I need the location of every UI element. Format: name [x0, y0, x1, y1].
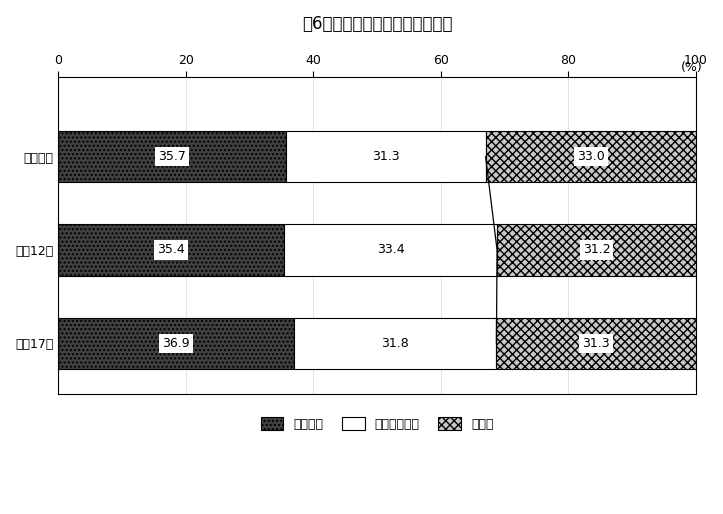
Bar [497, 224, 696, 276]
Title: 嘳6　中間需要と最終需要の構成: 嘳6 中間需要と最終需要の構成 [302, 15, 453, 33]
Text: 35.7: 35.7 [158, 150, 186, 163]
Bar [59, 224, 284, 276]
Legend: 中間需要, 県内最終需要, 輸移出: 中間需要, 県内最終需要, 輸移出 [256, 412, 498, 436]
Text: (%): (%) [680, 61, 703, 74]
Bar [284, 224, 497, 276]
Bar [286, 131, 486, 182]
Bar [59, 318, 294, 369]
Text: 33.4: 33.4 [377, 244, 404, 256]
Text: 31.2: 31.2 [583, 244, 610, 256]
Bar [294, 318, 497, 369]
Bar [497, 318, 696, 369]
Text: 35.4: 35.4 [158, 244, 185, 256]
Bar [59, 131, 286, 182]
Text: 36.9: 36.9 [162, 337, 189, 350]
Text: 31.3: 31.3 [583, 337, 610, 350]
Text: 33.0: 33.0 [577, 150, 604, 163]
Bar [486, 131, 696, 182]
Text: 31.3: 31.3 [372, 150, 400, 163]
Text: 31.8: 31.8 [381, 337, 409, 350]
